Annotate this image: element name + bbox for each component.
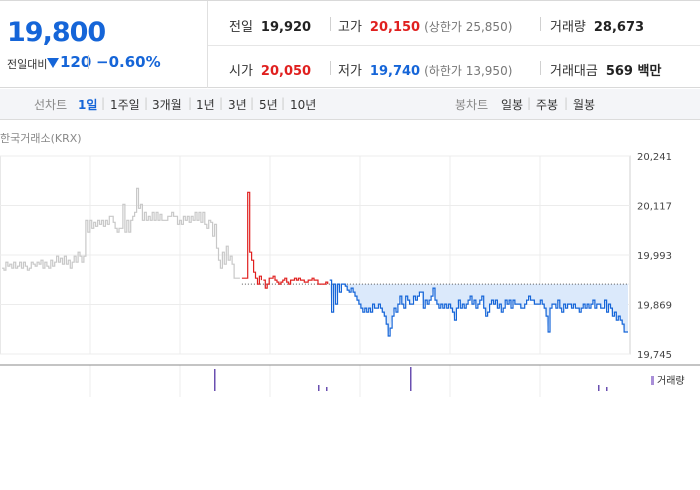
low-value: 19,740 <box>369 64 421 79</box>
turnover-value: 569 백만 <box>605 64 662 79</box>
y-tick-label: 20,117 <box>637 202 672 213</box>
volume-bar <box>410 367 412 391</box>
period-1y[interactable]: 1년 <box>196 98 215 112</box>
divider <box>88 55 89 69</box>
open-price: 시가 20,050 <box>229 60 311 79</box>
volume-bar <box>214 369 216 391</box>
volume-legend: 거래량 <box>651 372 685 387</box>
change-percent: −0.60% <box>96 53 161 71</box>
period-5y[interactable]: 5년 <box>259 98 278 112</box>
low-price: 저가 19,740 (하한가 13,950) <box>338 60 512 79</box>
y-tick-label: 20,241 <box>637 152 672 163</box>
prev-close: 전일 19,920 <box>229 16 311 35</box>
high-label: 고가 <box>338 20 362 35</box>
price-panel: 19,800 전일대비 120 −0.60% <box>0 1 208 88</box>
divider <box>330 61 331 75</box>
divider <box>540 17 541 31</box>
volume-label: 거래량 <box>550 20 586 35</box>
volume: 거래량 28,673 <box>550 16 644 35</box>
period-3m[interactable]: 3개월 <box>152 98 182 112</box>
lower-limit: (하한가 13,950) <box>424 64 513 78</box>
volume-bar <box>326 387 328 391</box>
volume-bar <box>318 385 320 391</box>
high-value: 20,150 <box>369 20 421 35</box>
period-3y[interactable]: 3년 <box>228 98 247 112</box>
intraday-chart: 20,241 20,117 19,993 19,869 19,745 <box>0 152 700 397</box>
divider: | <box>250 96 255 110</box>
change-value: 120 <box>60 53 92 71</box>
volume-legend-label: 거래량 <box>657 376 685 387</box>
prev-close-value: 19,920 <box>260 20 312 35</box>
volume-bar <box>606 387 608 391</box>
divider: | <box>101 96 106 110</box>
turnover: 거래대금 569 백만 <box>550 60 661 79</box>
candle-weekly[interactable]: 주봉 <box>536 98 559 112</box>
price-series-line <box>241 191 262 285</box>
volume-swatch-icon <box>651 376 654 385</box>
price-series-line <box>2 187 240 279</box>
change-label: 전일대비 <box>7 58 48 71</box>
row-divider <box>208 45 700 46</box>
period-1d[interactable]: 1일 <box>78 98 98 112</box>
below-reference-fill <box>241 284 629 336</box>
y-tick-label: 19,869 <box>637 301 672 312</box>
line-chart-label: 선차트 <box>34 98 68 112</box>
chart-grid <box>0 155 700 397</box>
chart-period-bar: 선차트 1일 | 1주일 | 3개월 | 1년 | 3년 | 5년 | 10년 … <box>0 89 700 120</box>
candle-monthly[interactable]: 월봉 <box>573 98 596 112</box>
high-price: 고가 20,150 (상한가 25,850) <box>338 16 512 35</box>
prev-close-label: 전일 <box>229 20 253 35</box>
data-source: 한국거래소(KRX) <box>0 132 82 145</box>
open-value: 20,050 <box>260 64 312 79</box>
divider: | <box>281 96 286 110</box>
y-tick-label: 19,745 <box>637 350 672 361</box>
volume-panel <box>214 367 608 391</box>
volume-value: 28,673 <box>593 20 645 35</box>
open-label: 시가 <box>229 64 253 79</box>
low-label: 저가 <box>338 64 362 79</box>
divider <box>330 17 331 31</box>
price-series-line <box>263 275 329 289</box>
turnover-label: 거래대금 <box>550 64 598 79</box>
candle-daily[interactable]: 일봉 <box>501 98 524 112</box>
y-axis-labels: 20,241 20,117 19,993 19,869 19,745 <box>637 152 672 361</box>
volume-bar <box>598 385 600 391</box>
divider: | <box>564 96 569 110</box>
quote-header: 19,800 전일대비 120 −0.60% 전일 19,920 고가 20,150… <box>0 0 700 88</box>
divider: | <box>188 96 193 110</box>
period-10y[interactable]: 10년 <box>290 98 317 112</box>
price-lines <box>2 187 628 337</box>
candle-chart-label: 봉차트 <box>455 98 489 112</box>
price-series-line <box>329 279 628 337</box>
divider: | <box>144 96 149 110</box>
y-tick-label: 19,993 <box>637 251 672 262</box>
down-triangle-icon <box>47 58 59 68</box>
current-price: 19,800 <box>7 17 106 48</box>
divider: | <box>219 96 224 110</box>
divider: | <box>527 96 532 110</box>
divider <box>540 61 541 75</box>
upper-limit: (상한가 25,850) <box>424 20 513 34</box>
period-1w[interactable]: 1주일 <box>110 98 140 112</box>
